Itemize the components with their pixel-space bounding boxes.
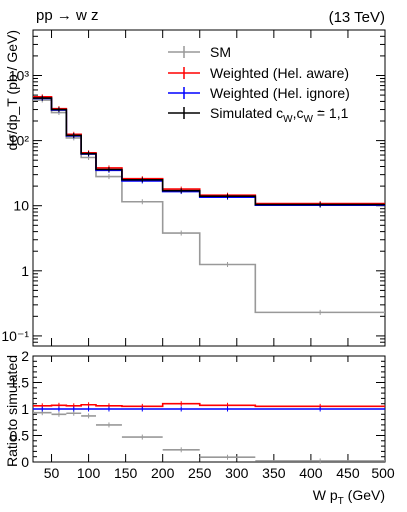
series-line-ratio-weighted-hel-aware-: [33, 402, 385, 408]
legend-hel-ignore-label: Weighted (Hel. ignore): [210, 85, 350, 101]
ratio-ytick-label: 0: [21, 454, 29, 470]
main-ytick-label: 10³: [9, 68, 30, 84]
ratio-xtick-label: 200: [151, 465, 175, 481]
ratio-xtick-label: 250: [188, 465, 212, 481]
ratio-xtick-label: 450: [336, 465, 360, 481]
ratio-xtick-label: 350: [262, 465, 286, 481]
ratio-xtick-label: 500: [371, 465, 395, 481]
ratio-xtick-label: 300: [225, 465, 249, 481]
ratio-xtick-label: 50: [44, 465, 60, 481]
main-frame: [32, 29, 386, 347]
legend-entry-hel-ignore: Weighted (Hel. ignore): [168, 85, 350, 101]
legend-simulated-prefix: Simulated c: [210, 105, 283, 121]
main-ytick-label: 10: [13, 198, 29, 214]
legend-simulated-label: Simulated cW,cW = 1,1: [210, 105, 349, 125]
main-panel: 10⁻¹ 1 10 10² 10³: [1, 29, 386, 347]
ratio-ytick-label: 1: [21, 401, 29, 417]
legend: SM Weighted (Hel. aware) Weighted (Hel. …: [168, 44, 350, 125]
main-series: [33, 94, 385, 315]
legend-simulated-tilde: ~: [318, 106, 323, 116]
ratio-ytick-label: 2: [21, 348, 29, 364]
legend-entry-hel-aware: Weighted (Hel. aware): [168, 65, 349, 81]
legend-hel-aware-label: Weighted (Hel. aware): [210, 65, 349, 81]
energy-label: (13 TeV): [329, 9, 385, 26]
x-axis-label-main: W p: [313, 487, 338, 503]
legend-entry-sm: SM: [168, 44, 231, 60]
x-axis-label-sub: T: [338, 496, 344, 507]
series-line-ratio-sm: [33, 411, 385, 462]
x-axis-label-unit: (GeV): [344, 487, 385, 503]
series-line-sm: [33, 99, 385, 314]
ratio-xtick-label: 400: [299, 465, 323, 481]
ratio-ytick-label: 0.5: [10, 428, 30, 444]
ratio-ylabel: Ratio to simulated: [4, 355, 20, 467]
ratio-xtick-label: 100: [77, 465, 101, 481]
legend-simulated-sub1: W: [283, 114, 293, 125]
ratio-xtick-label: 150: [114, 465, 138, 481]
main-ytick-label: 1: [21, 263, 29, 279]
legend-simulated-sub2: W: [304, 114, 314, 125]
main-ylabel: dσ/dp_T (pb / GeV): [4, 30, 20, 150]
legend-sm-label: SM: [210, 44, 231, 60]
legend-simulated-mid: ,c: [293, 105, 304, 121]
main-ytick-label: 10⁻¹: [1, 328, 29, 344]
legend-simulated-suffix: = 1,1: [313, 105, 349, 121]
legend-entry-simulated: Simulated cW,cW = 1,1 ~: [168, 105, 349, 125]
x-axis-label: W pT (GeV): [313, 487, 385, 507]
main-ytick-label: 10²: [9, 133, 30, 149]
ratio-ytick-label: 1.5: [10, 375, 30, 391]
process-title: pp → w z: [36, 7, 99, 24]
